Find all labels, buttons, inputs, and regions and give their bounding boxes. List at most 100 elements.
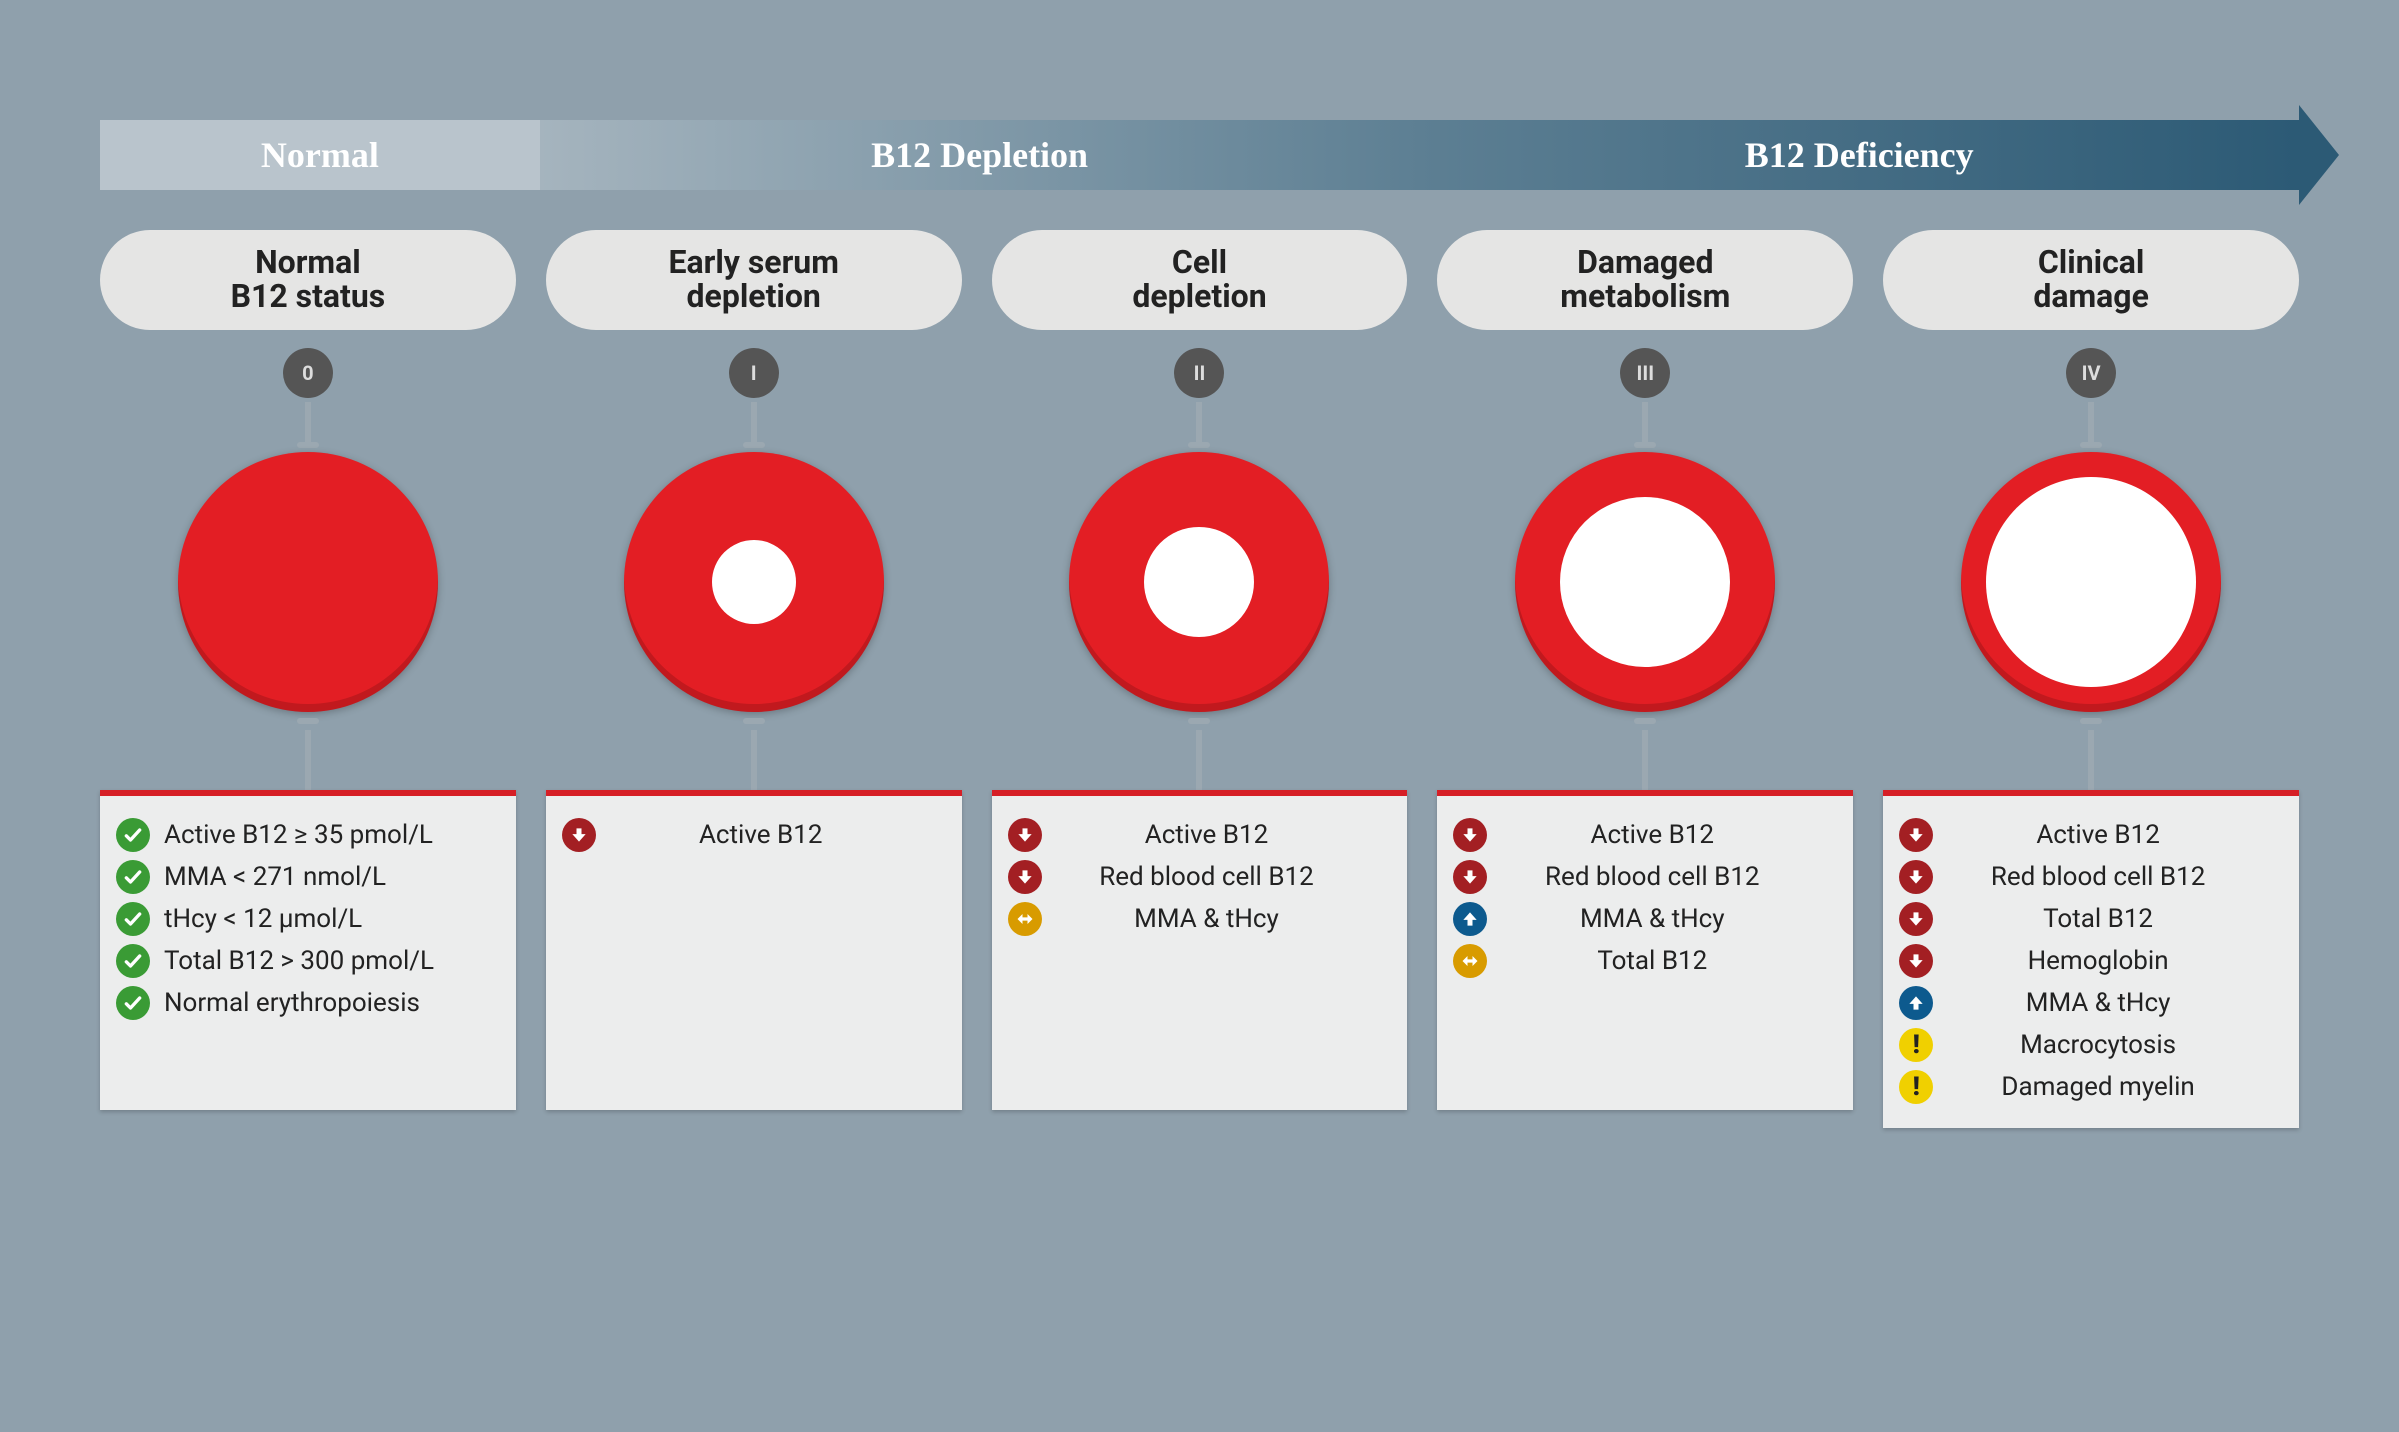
check-icon <box>116 986 150 1020</box>
marker-box: Active B12 Red blood cell B12 MMA & tHcy To… <box>1437 790 1853 1110</box>
marker-text: MMA & tHcy <box>1501 904 1837 934</box>
marker-row: !Macrocytosis <box>1899 1024 2283 1066</box>
marker-text: Active B12 <box>1947 820 2283 850</box>
connector-cap <box>2080 718 2102 724</box>
donut-hole <box>1560 497 1730 667</box>
marker-row: Hemoglobin <box>1899 940 2283 982</box>
down-icon <box>562 818 596 852</box>
marker-box: Active B12 <box>546 790 962 1110</box>
marker-row: Active B12 ≥ 35 pmol/L <box>116 814 500 856</box>
stage-title: Celldepletion <box>992 230 1408 330</box>
marker-text: Active B12 ≥ 35 pmol/L <box>164 820 500 850</box>
marker-row: Total B12 > 300 pmol/L <box>116 940 500 982</box>
check-icon <box>116 902 150 936</box>
marker-box: Active B12 ≥ 35 pmol/L MMA < 271 nmol/L tH… <box>100 790 516 1110</box>
donut-icon <box>1069 452 1329 712</box>
down-icon <box>1453 860 1487 894</box>
marker-row: Total B12 <box>1899 898 2283 940</box>
up-icon <box>1453 902 1487 936</box>
down-icon <box>1899 818 1933 852</box>
stage-4: ClinicaldamageIVActive B12Red blood cell… <box>1883 230 2299 1128</box>
marker-row: MMA & tHcy <box>1008 898 1392 940</box>
connector-cap <box>297 442 319 448</box>
donut-hole <box>712 540 796 624</box>
marker-row: Normal erythropoiesis <box>116 982 500 1024</box>
marker-row: Active B12 <box>1008 814 1392 856</box>
stage-0: NormalB12 status0Active B12 ≥ 35 pmol/LM… <box>100 230 516 1128</box>
connector-stem <box>305 402 311 442</box>
progress-banner: Normal B12 Depletion B12 Deficiency <box>100 120 2299 190</box>
marker-text: Total B12 <box>1501 946 1837 976</box>
connector-cap <box>1634 442 1656 448</box>
stage-title: Early serumdepletion <box>546 230 962 330</box>
warn-icon: ! <box>1899 1070 1933 1104</box>
marker-row: Red blood cell B12 <box>1899 856 2283 898</box>
marker-text: Normal erythropoiesis <box>164 988 500 1018</box>
marker-row: MMA < 271 nmol/L <box>116 856 500 898</box>
stage-badge-wrap: III <box>1620 330 1670 448</box>
stage-badge-wrap: I <box>729 330 779 448</box>
stage-1: Early serumdepletionI Active B12 <box>546 230 962 1128</box>
marker-text: Red blood cell B12 <box>1501 862 1837 892</box>
banner-seg-deficiency-label: B12 Deficiency <box>1745 134 1974 176</box>
down-icon <box>1899 860 1933 894</box>
connector-cap <box>297 718 319 724</box>
down-icon <box>1899 902 1933 936</box>
marker-text: Red blood cell B12 <box>1947 862 2283 892</box>
stage-title: Damagedmetabolism <box>1437 230 1853 330</box>
stage-badge-wrap: II <box>1174 330 1224 448</box>
marker-row: MMA & tHcy <box>1899 982 2283 1024</box>
down-icon <box>1008 860 1042 894</box>
stage-badge-wrap: IV <box>2066 330 2116 448</box>
banner-seg-deficiency: B12 Deficiency <box>1419 120 2299 190</box>
marker-text: MMA < 271 nmol/L <box>164 862 500 892</box>
marker-text: Damaged myelin <box>1947 1072 2283 1102</box>
connector-stem <box>751 402 757 442</box>
marker-row: Red blood cell B12 <box>1453 856 1837 898</box>
marker-text: Hemoglobin <box>1947 946 2283 976</box>
donut-hole <box>1986 477 2196 687</box>
marker-box: Active B12 Red blood cell B12 Total B12 Hem… <box>1883 790 2299 1128</box>
check-icon <box>116 860 150 894</box>
connector-stem <box>2088 730 2094 790</box>
down-icon <box>1899 944 1933 978</box>
up-icon <box>1899 986 1933 1020</box>
connector-stem <box>1642 402 1648 442</box>
stage-title: NormalB12 status <box>100 230 516 330</box>
marker-text: Active B12 <box>1501 820 1837 850</box>
down-icon <box>1008 818 1042 852</box>
marker-text: MMA & tHcy <box>1947 988 2283 1018</box>
check-icon <box>116 944 150 978</box>
donut-icon <box>178 452 438 712</box>
marker-row: MMA & tHcy <box>1453 898 1837 940</box>
marker-row: tHcy < 12 µmol/L <box>116 898 500 940</box>
marker-row: Total B12 <box>1453 940 1837 982</box>
donut-icon <box>1515 452 1775 712</box>
banner-arrowhead-icon <box>2299 105 2339 205</box>
connector-stem <box>305 730 311 790</box>
stage-3: Damagedmetabolism III Active B12 Red blood … <box>1437 230 1853 1128</box>
swap-icon <box>1008 902 1042 936</box>
marker-row: Active B12 <box>1453 814 1837 856</box>
donut-icon <box>624 452 884 712</box>
connector-stem <box>1196 730 1202 790</box>
connector-cap <box>1188 442 1210 448</box>
swap-icon <box>1453 944 1487 978</box>
stage-2: CelldepletionII Active B12 Red blood cell … <box>992 230 1408 1128</box>
connector-cap <box>2080 442 2102 448</box>
marker-row: Red blood cell B12 <box>1008 856 1392 898</box>
donut-icon <box>1961 452 2221 712</box>
stage-number-badge: III <box>1620 348 1670 398</box>
connector-stem <box>1196 402 1202 442</box>
marker-text: Macrocytosis <box>1947 1030 2283 1060</box>
connector-stem <box>751 730 757 790</box>
banner-seg-depletion: B12 Depletion <box>540 120 1420 190</box>
connector-cap <box>743 718 765 724</box>
connector-cap <box>743 442 765 448</box>
connector-cap <box>1634 718 1656 724</box>
check-icon <box>116 818 150 852</box>
marker-text: Total B12 > 300 pmol/L <box>164 946 500 976</box>
connector-cap <box>1188 718 1210 724</box>
marker-text: Active B12 <box>1056 820 1392 850</box>
stages-row: NormalB12 status0Active B12 ≥ 35 pmol/LM… <box>100 230 2299 1128</box>
